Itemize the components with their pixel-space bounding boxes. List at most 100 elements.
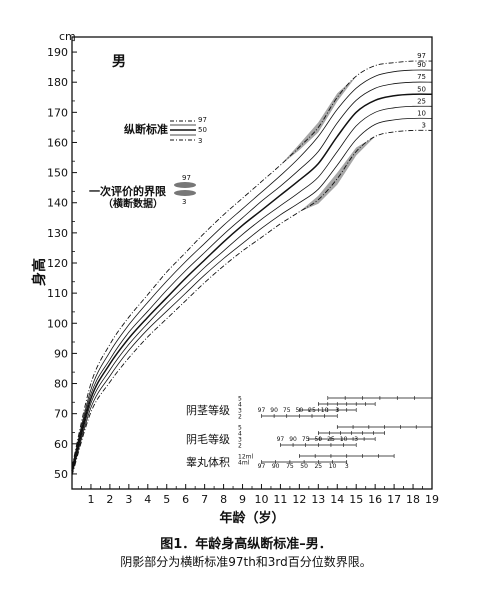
series-label-10: 10 xyxy=(417,109,426,117)
maturity-pct-2-2: 75 xyxy=(286,463,294,470)
y-tick-label-150: 150 xyxy=(47,167,68,180)
series-line-3 xyxy=(71,129,433,476)
x-tick-label-16: 16 xyxy=(368,493,382,506)
maturity-pct-1-3: 50 xyxy=(314,436,322,443)
maturity-pct-0-4: 25 xyxy=(308,407,316,414)
series-label-3: 3 xyxy=(422,121,426,129)
legend-item-50: 50 xyxy=(198,126,207,134)
x-tick-label-7: 7 xyxy=(201,493,208,506)
shade-band-97 xyxy=(280,76,357,166)
maturity-label-1: 阴毛等级 xyxy=(186,432,230,446)
y-tick-label-70: 70 xyxy=(54,408,68,421)
x-tick-label-2: 2 xyxy=(106,493,113,506)
maturity-pct-2-6: 3 xyxy=(345,463,349,470)
y-tick-label-60: 60 xyxy=(54,438,68,451)
series-label-97: 97 xyxy=(417,52,426,60)
legend-item-3: 3 xyxy=(198,137,202,145)
y-tick-label-90: 90 xyxy=(54,347,68,360)
x-tick-label-17: 17 xyxy=(387,493,401,506)
series-label-25: 25 xyxy=(417,97,426,105)
maturity-stage-1-0: 5 xyxy=(238,425,242,432)
maturity-pct-0-1: 90 xyxy=(270,407,278,414)
x-tick-label-8: 8 xyxy=(220,493,227,506)
y-tick-label-50: 50 xyxy=(54,468,68,481)
figure-note: 阴影部分为横断标准97th和3rd百分位数界限。 xyxy=(120,555,372,569)
maturity-pct-2-3: 50 xyxy=(300,463,308,470)
x-tick-label-12: 12 xyxy=(292,493,306,506)
maturity-stage-1-1: 4 xyxy=(238,431,242,438)
maturity-pct-2-5: 10 xyxy=(329,463,337,470)
chart-title: 男 xyxy=(112,54,126,70)
legend-cross-3: 3 xyxy=(182,198,186,206)
y-tick-label-160: 160 xyxy=(47,136,68,149)
series-line-90 xyxy=(71,69,433,468)
maturity-pct-0-2: 75 xyxy=(283,407,291,414)
y-tick-label-100: 100 xyxy=(47,317,68,330)
maturity-pct-2-0: 97 xyxy=(258,463,266,470)
y-tick-label-110: 110 xyxy=(47,287,68,300)
series-label-90: 90 xyxy=(417,61,426,69)
maturity-pct-0-0: 97 xyxy=(258,407,266,414)
maturity-label-2: 睾丸体积 xyxy=(186,455,230,469)
legend-shade-97 xyxy=(174,182,196,188)
legend-shade-3 xyxy=(174,190,196,196)
maturity-stage-0-0: 5 xyxy=(238,396,242,403)
maturity-pct-0-3: 50 xyxy=(296,407,304,414)
maturity-pct-1-5: 10 xyxy=(340,436,348,443)
maturity-stage-0-3: 2 xyxy=(238,414,242,421)
series-lines xyxy=(71,60,433,476)
x-tick-label-13: 13 xyxy=(311,493,325,506)
y-tick-label-80: 80 xyxy=(54,378,68,391)
figure-caption: 图1．年龄身高纵断标准–男． xyxy=(160,537,332,552)
x-tick-label-6: 6 xyxy=(182,493,189,506)
y-unit-label: cm xyxy=(59,30,76,43)
series-label-75: 75 xyxy=(417,73,426,81)
x-tick-label-3: 3 xyxy=(125,493,132,506)
legend-item-97: 97 xyxy=(198,116,207,124)
legend-longitudinal-label: 纵断标准 xyxy=(124,122,168,136)
legend-cross-label-1: 一次评价的界限 xyxy=(89,184,166,198)
x-tick-label-19: 19 xyxy=(425,493,439,506)
maturity-pct-1-6: 3 xyxy=(354,436,358,443)
maturity-pct-2-1: 90 xyxy=(272,463,280,470)
x-tick-label-18: 18 xyxy=(406,493,420,506)
maturity-stage-0-2: 3 xyxy=(238,408,242,415)
maturity-label-0: 阴茎等级 xyxy=(186,403,230,417)
legend-cross-97: 97 xyxy=(182,174,191,182)
x-tick-label-5: 5 xyxy=(163,493,170,506)
legend: 纵断标准 97 50 3 一次评价的界限 （横断数据） 97 3 xyxy=(89,116,207,210)
series-line-10 xyxy=(71,117,433,475)
x-tick-label-9: 9 xyxy=(239,493,246,506)
plot-frame xyxy=(71,36,433,490)
y-tick-label-140: 140 xyxy=(47,197,68,210)
height-chart: 5060708090100110120130140150160170180190… xyxy=(31,30,439,526)
maturity-pct-1-4: 25 xyxy=(327,436,335,443)
maturity-stage-1-2: 3 xyxy=(238,437,242,444)
maturity-stage-0-1: 4 xyxy=(238,402,242,409)
series-line-25 xyxy=(71,105,433,473)
y-tick-label-130: 130 xyxy=(47,227,68,240)
y-tick-label-120: 120 xyxy=(47,257,68,270)
series-line-50 xyxy=(71,93,433,472)
maturity-pct-1-0: 97 xyxy=(277,436,285,443)
series-line-75 xyxy=(71,81,433,470)
maturity-pct-1-2: 75 xyxy=(302,436,310,443)
maturity-stage-2-0: 12ml xyxy=(238,454,253,461)
shaded-bands xyxy=(280,76,376,212)
shade-band-3 xyxy=(299,136,376,212)
x-tick-label-14: 14 xyxy=(330,493,344,506)
y-tick-label-170: 170 xyxy=(47,106,68,119)
series-label-50: 50 xyxy=(417,85,426,93)
axes: 5060708090100110120130140150160170180190… xyxy=(47,40,439,506)
maturity-pct-0-5: 10 xyxy=(321,407,329,414)
y-axis-label: 身高 xyxy=(31,258,48,286)
maturity-stage-2-1: 4ml xyxy=(238,460,250,467)
x-tick-label-15: 15 xyxy=(349,493,363,506)
x-tick-label-11: 11 xyxy=(273,493,287,506)
maturity-stage-1-3: 2 xyxy=(238,443,242,450)
x-tick-label-1: 1 xyxy=(87,493,94,506)
x-axis-label: 年龄（岁） xyxy=(219,510,284,526)
maturity-pct-1-1: 90 xyxy=(289,436,297,443)
